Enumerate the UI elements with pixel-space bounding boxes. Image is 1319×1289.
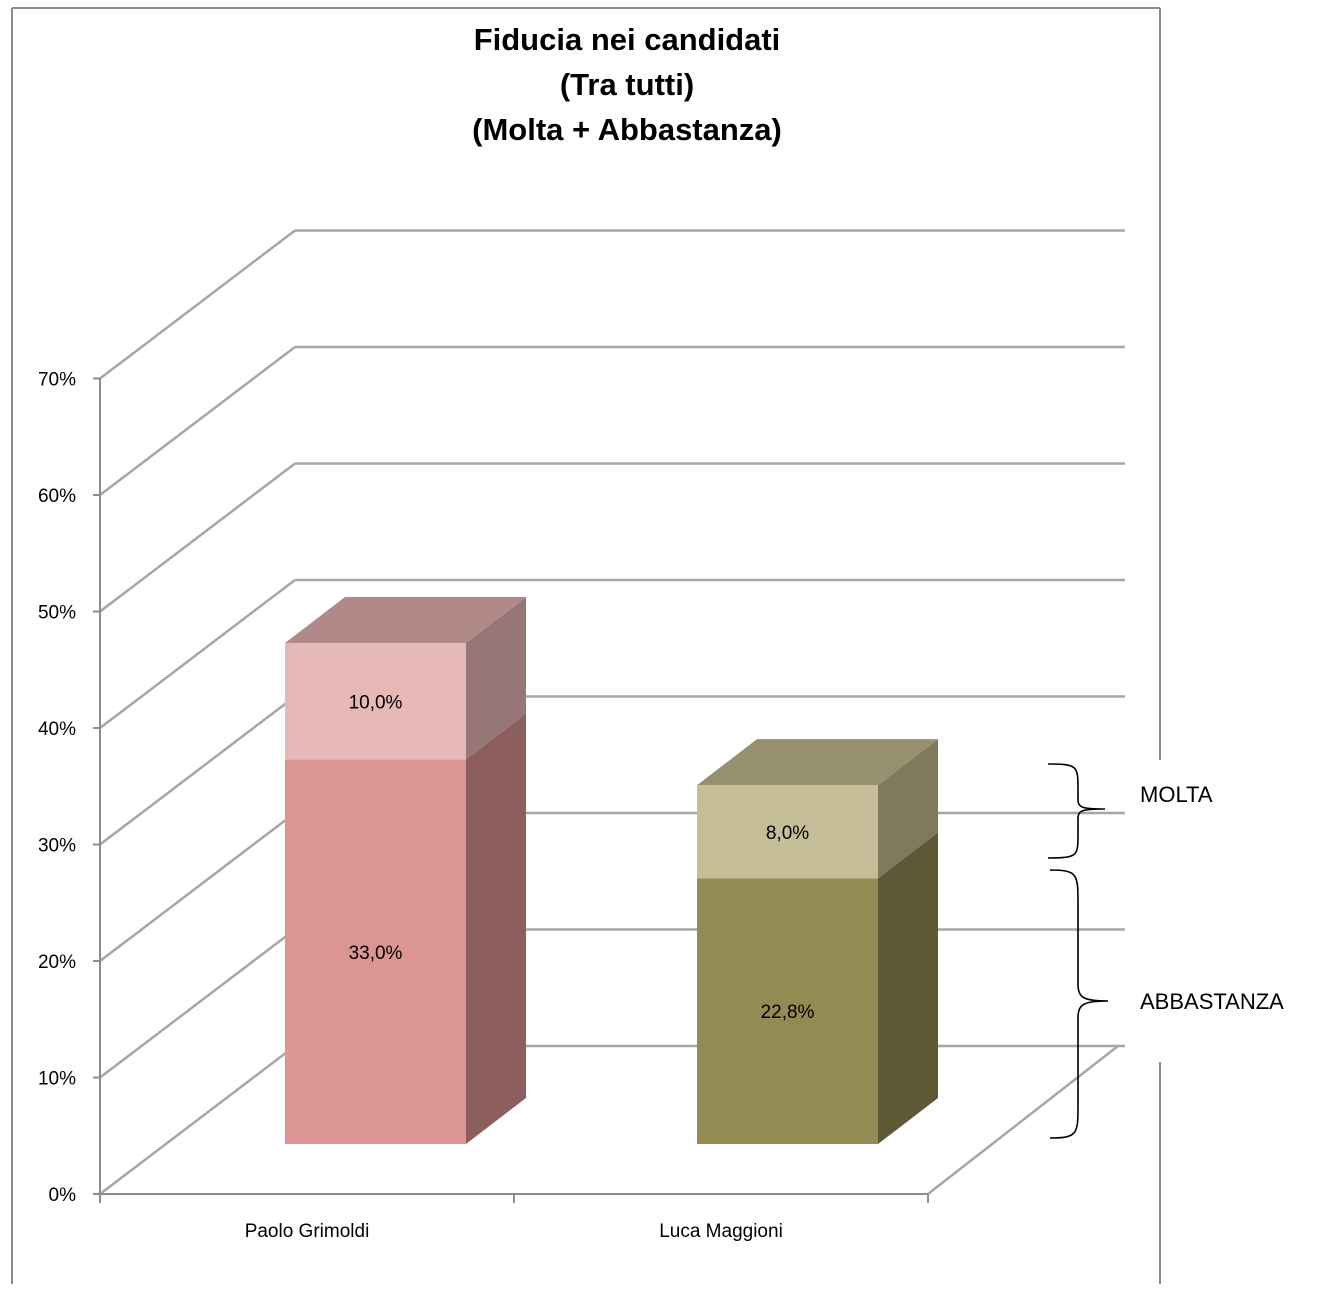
data-label: 33,0% (349, 943, 403, 964)
bar-side (878, 739, 938, 879)
y-tick-label: 20% (38, 952, 76, 973)
y-tick-label: 50% (38, 603, 76, 624)
brace-abbastanza (1049, 869, 1109, 1139)
bar-side (466, 713, 526, 1144)
gridlines (99, 229, 1125, 1195)
data-labels: 33,0% 10,0% 22,8% 8,0% (349, 692, 815, 1023)
title-line-1: Fiducia nei candidati (474, 22, 781, 57)
bars (285, 597, 938, 1144)
side-gridline (99, 462, 296, 613)
x-tick-label: Paolo Grimoldi (245, 1221, 370, 1242)
title-line-2: (Tra tutti) (560, 67, 694, 102)
floor-right-edge (927, 1045, 1119, 1195)
side-gridline (99, 579, 296, 729)
data-label: 8,0% (766, 823, 809, 844)
bar-front (697, 785, 878, 879)
legend-molta: MOLTA (1140, 782, 1213, 807)
y-tick-label: 10% (38, 1069, 76, 1090)
bar-side (878, 832, 938, 1144)
bar-front (285, 759, 466, 1144)
bar-top (285, 597, 526, 644)
title-line-3: (Molta + Abbastanza) (472, 112, 782, 147)
y-tick-label: 40% (38, 719, 76, 740)
data-label: 22,8% (761, 1002, 815, 1023)
brace-molta (1047, 763, 1106, 859)
bar-front (697, 878, 878, 1144)
x-tick-label: Luca Maggioni (659, 1221, 783, 1242)
floor-left-edge (99, 1045, 296, 1195)
side-gridline (99, 812, 296, 962)
y-tick-label: 60% (38, 486, 76, 507)
chart-title: Fiducia nei candidati (Tra tutti) (Molta… (472, 22, 782, 147)
side-gridline (99, 928, 296, 1079)
legend: MOLTA ABBASTANZA (1047, 763, 1284, 1139)
data-label: 10,0% (349, 692, 403, 713)
legend-abbastanza: ABBASTANZA (1140, 989, 1284, 1014)
side-gridline (99, 695, 296, 846)
y-tick-label: 30% (38, 836, 76, 857)
y-tick-label: 70% (38, 370, 76, 391)
side-gridline (99, 346, 296, 496)
bar-top (697, 739, 938, 786)
axes: 0% 10% 20% 30% 40% 50% 60% 70% Paolo Grimoldi Luc… (38, 370, 929, 1242)
bar-side (466, 597, 526, 760)
y-tick-label: 0% (49, 1185, 77, 1206)
side-gridline (99, 229, 296, 380)
bar-front (285, 643, 466, 760)
